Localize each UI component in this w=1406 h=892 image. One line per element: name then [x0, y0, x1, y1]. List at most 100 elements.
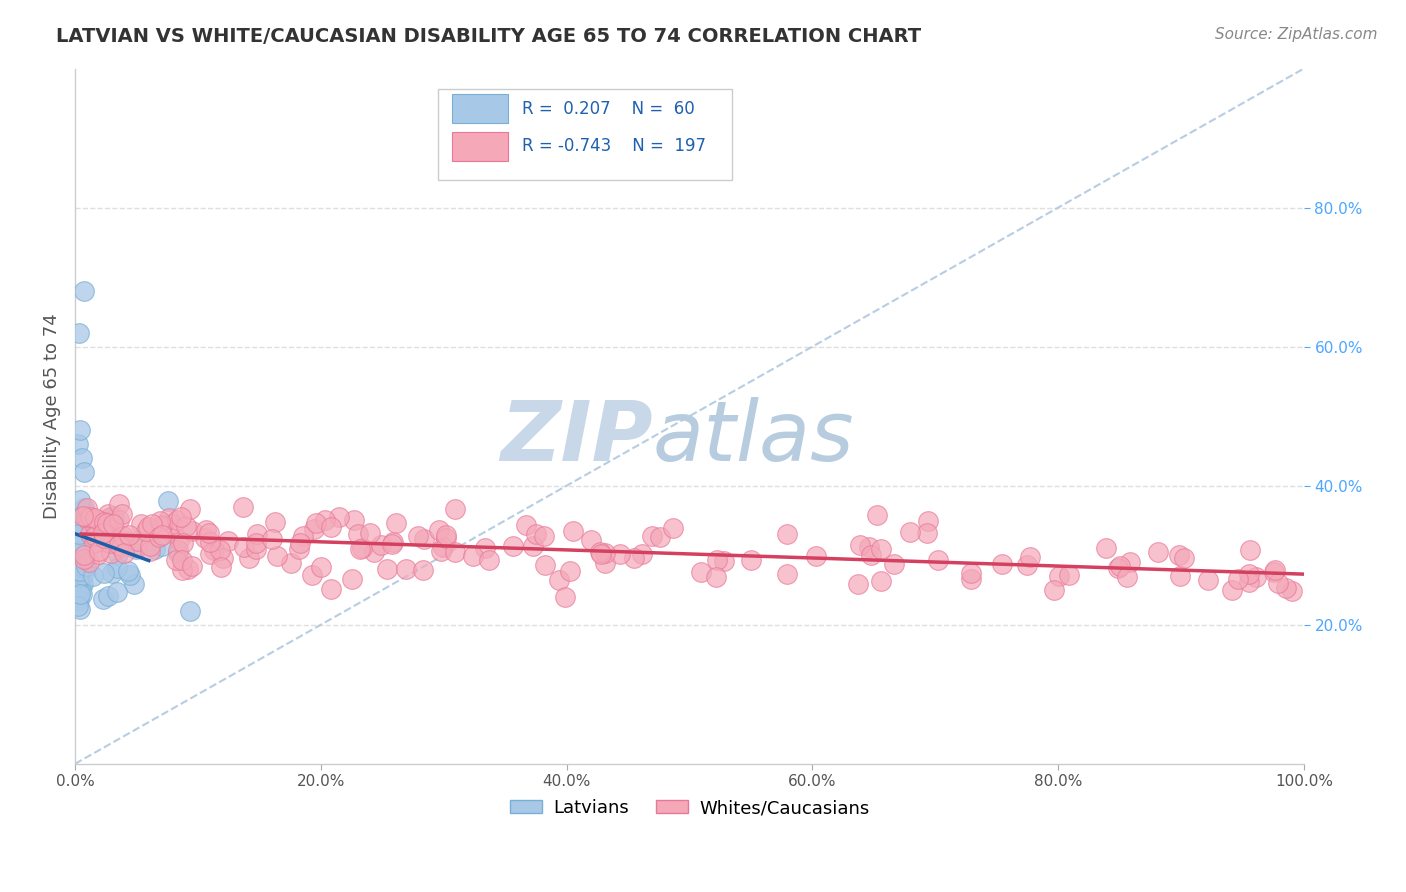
Point [1095, 541, 1118, 555]
Point [370, 538, 392, 552]
Point [150, 518, 173, 533]
Point [202, 543, 225, 558]
Point [209, 543, 232, 558]
Point [122, 577, 145, 591]
Point [547, 573, 569, 587]
Point [1239, 566, 1261, 581]
Point [107, 561, 129, 575]
Point [69, 602, 91, 616]
Point [558, 564, 581, 578]
Point [97, 507, 120, 521]
Point [100, 546, 122, 560]
Point [174, 518, 197, 533]
Point [66, 586, 89, 600]
Point [662, 521, 685, 535]
Point [1109, 558, 1132, 573]
Y-axis label: Disability Age 65 to 74: Disability Age 65 to 74 [44, 313, 60, 519]
Point [1107, 561, 1129, 575]
Point [1239, 543, 1261, 558]
Text: R =  0.207    N =  60: R = 0.207 N = 60 [523, 100, 695, 118]
Point [385, 516, 408, 530]
Point [118, 528, 141, 542]
Point [194, 524, 217, 538]
Point [69, 493, 91, 508]
Point [72, 568, 94, 582]
Point [1019, 549, 1042, 564]
Point [79, 510, 101, 524]
Point [150, 519, 173, 533]
Point [72, 509, 94, 524]
Point [430, 543, 453, 558]
Point [72, 559, 94, 574]
Point [804, 549, 827, 563]
Point [314, 513, 336, 527]
Point [160, 517, 183, 532]
Point [1168, 548, 1191, 562]
Point [69, 564, 91, 578]
Point [76, 513, 98, 527]
Point [72, 560, 94, 574]
Point [515, 517, 537, 532]
Point [593, 546, 616, 560]
Point [157, 511, 180, 525]
Point [67, 527, 90, 541]
Point [72, 284, 94, 298]
Point [562, 524, 585, 538]
Point [1197, 574, 1219, 588]
Point [108, 538, 131, 552]
Point [859, 548, 882, 562]
Point [866, 508, 889, 523]
Point [70, 582, 93, 597]
Point [107, 547, 129, 561]
Point [704, 570, 727, 584]
Point [108, 497, 131, 511]
Point [125, 540, 148, 554]
Point [72, 576, 94, 591]
Point [75, 559, 97, 574]
Point [849, 538, 872, 552]
Point [73, 548, 96, 562]
Point [1168, 569, 1191, 583]
Point [73, 542, 96, 557]
Point [927, 552, 949, 566]
Point [167, 533, 190, 548]
Point [103, 511, 125, 525]
Point [138, 520, 160, 534]
Point [858, 540, 880, 554]
Point [125, 542, 148, 557]
Point [83, 536, 105, 550]
Point [82, 515, 104, 529]
Point [706, 553, 728, 567]
Point [266, 549, 288, 563]
Point [1237, 574, 1260, 589]
Point [432, 540, 454, 554]
Point [340, 572, 363, 586]
Point [1267, 576, 1289, 591]
Point [66, 599, 89, 613]
Point [533, 529, 555, 543]
Point [302, 522, 325, 536]
Point [1015, 558, 1038, 573]
Point [148, 530, 170, 544]
Point [69, 423, 91, 437]
Point [1043, 582, 1066, 597]
Point [73, 500, 96, 515]
Point [89, 534, 111, 549]
Point [79, 527, 101, 541]
Point [444, 501, 467, 516]
Point [93, 521, 115, 535]
Point [631, 547, 654, 561]
Point [70, 587, 93, 601]
Point [427, 524, 450, 538]
Point [534, 558, 557, 573]
Point [177, 562, 200, 576]
Point [69, 540, 91, 554]
Point [65, 525, 87, 540]
Point [139, 544, 162, 558]
Point [149, 520, 172, 534]
Point [115, 534, 138, 549]
Point [623, 550, 645, 565]
Point [524, 527, 547, 541]
Point [474, 541, 496, 556]
Point [328, 509, 350, 524]
